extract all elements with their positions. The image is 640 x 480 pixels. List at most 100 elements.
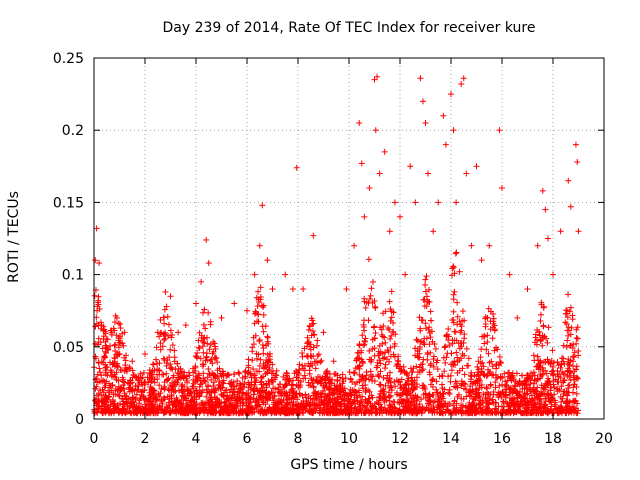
data-point [447, 372, 454, 379]
data-point [458, 80, 465, 87]
data-point [202, 325, 209, 332]
data-point [96, 260, 103, 267]
data-point [499, 184, 505, 191]
data-point [402, 271, 409, 278]
data-point [309, 327, 316, 334]
data-point [466, 392, 473, 399]
data-point [314, 337, 321, 344]
data-point [262, 323, 269, 330]
data-point [573, 340, 580, 347]
data-point [318, 357, 325, 364]
data-point [537, 318, 544, 325]
data-point [372, 127, 379, 134]
data-point [545, 324, 552, 331]
data-point [253, 355, 260, 362]
data-point [439, 373, 446, 380]
data-point [269, 286, 276, 293]
data-point [482, 321, 489, 328]
data-point [244, 307, 250, 314]
x-tick-label: 14 [442, 431, 460, 447]
data-point [249, 357, 256, 364]
data-point [201, 306, 208, 313]
data-point [422, 320, 429, 327]
data-point [476, 401, 483, 408]
data-point [92, 257, 99, 264]
data-point [205, 365, 212, 372]
data-point [91, 292, 98, 299]
data-point [573, 390, 580, 397]
data-point [260, 312, 267, 319]
data-point [412, 199, 419, 206]
data-point [481, 340, 488, 347]
data-point [310, 353, 317, 360]
data-point [164, 313, 171, 320]
data-point [484, 339, 491, 346]
data-point [161, 320, 168, 327]
data-point [460, 75, 467, 82]
data-point [568, 324, 575, 331]
data-point [442, 141, 449, 148]
data-point [422, 119, 429, 126]
data-point [453, 349, 460, 356]
data-point [524, 286, 531, 293]
chart-title: Day 239 of 2014, Rate Of TEC Index for r… [163, 20, 536, 36]
data-point [234, 377, 241, 384]
data-point [377, 368, 384, 375]
data-point [441, 344, 448, 351]
data-point [363, 369, 370, 376]
data-point [450, 127, 457, 134]
data-point [445, 389, 452, 396]
data-point [310, 383, 317, 390]
data-point [465, 355, 472, 362]
data-point [483, 385, 490, 392]
data-point [206, 346, 213, 353]
data-point [113, 376, 120, 383]
data-point [367, 292, 374, 299]
data-point [564, 314, 571, 321]
data-point [506, 271, 513, 278]
data-point [305, 326, 312, 333]
data-point [537, 311, 544, 318]
y-tick-label: 0.25 [53, 51, 84, 67]
data-point [440, 354, 447, 361]
data-point [574, 335, 581, 342]
data-point [534, 242, 541, 249]
data-point [167, 346, 174, 353]
data-point [361, 213, 368, 220]
data-point [557, 228, 564, 235]
data-point [459, 308, 466, 315]
data-point [362, 304, 369, 311]
data-point [376, 381, 383, 388]
data-point [560, 342, 567, 349]
data-point [486, 242, 493, 249]
data-point [359, 382, 366, 389]
data-point [453, 249, 460, 256]
data-point [256, 336, 263, 343]
y-tick-label: 0.2 [62, 123, 84, 139]
data-point [371, 323, 378, 330]
data-point [320, 329, 327, 336]
data-point [574, 158, 581, 165]
data-point [381, 148, 388, 155]
data-point [310, 232, 317, 239]
data-point [388, 288, 395, 295]
data-point [202, 378, 209, 385]
data-point [312, 365, 319, 372]
data-point [573, 326, 580, 333]
x-tick-label: 2 [141, 431, 150, 447]
data-point [117, 321, 124, 328]
data-point [92, 323, 99, 330]
data-point [478, 257, 485, 264]
data-point [293, 164, 300, 171]
x-tick-label: 16 [493, 431, 511, 447]
data-point [481, 333, 488, 340]
data-point [260, 304, 267, 311]
data-point [448, 91, 454, 98]
data-point [195, 337, 202, 344]
y-tick-label: 0.05 [53, 340, 84, 356]
data-point [448, 350, 455, 357]
data-point [186, 372, 193, 379]
data-point [129, 358, 136, 365]
data-point [442, 359, 449, 366]
